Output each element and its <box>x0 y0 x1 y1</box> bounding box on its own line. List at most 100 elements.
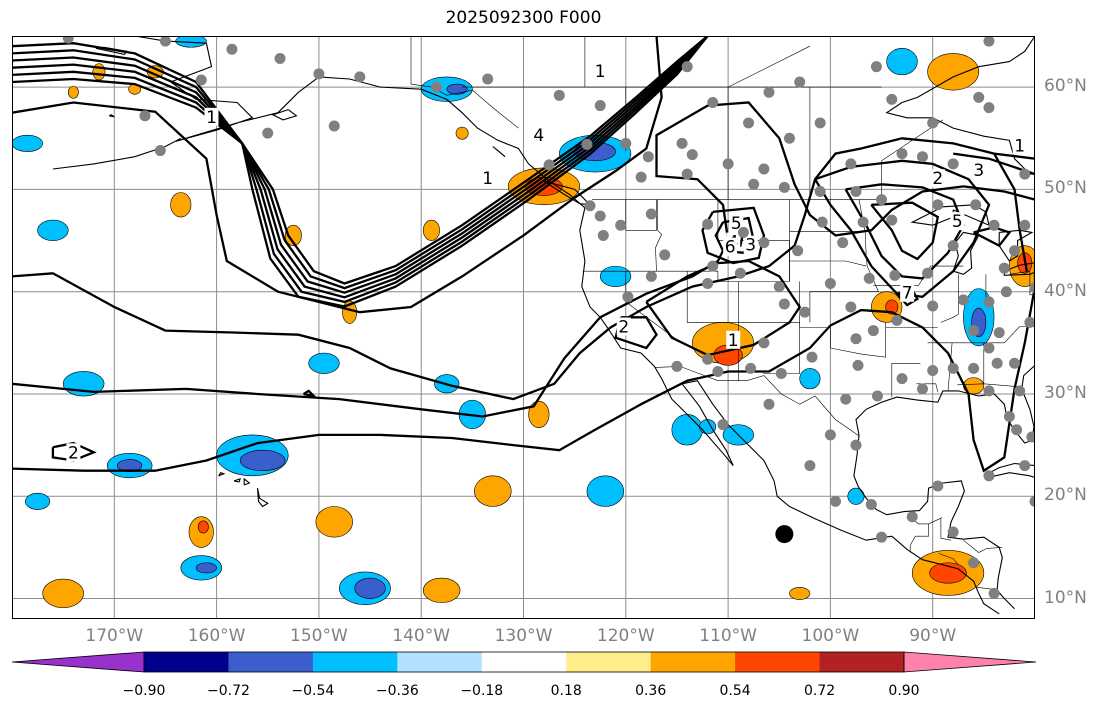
contour-line <box>814 159 991 299</box>
coastline-segment <box>1003 262 1035 276</box>
observation-point <box>659 249 671 261</box>
contour-label: 5 <box>952 212 963 232</box>
contour-line <box>614 316 658 350</box>
colorbar-tick-label: −0.36 <box>375 683 419 699</box>
observation-point <box>597 229 609 241</box>
border-segment <box>789 260 867 267</box>
observation-point <box>947 240 959 252</box>
colorbar-segment <box>228 652 314 672</box>
contour-label-bg <box>531 126 546 145</box>
observation-point <box>763 398 775 410</box>
observation-point <box>594 210 606 222</box>
contour-label: 1 <box>728 331 739 351</box>
contour-label-bg <box>204 107 219 126</box>
observation-point <box>806 351 818 363</box>
observation-point <box>824 429 836 441</box>
observation-point <box>973 91 985 103</box>
observation-point <box>830 495 842 507</box>
coastline-segment <box>853 434 1015 610</box>
map-panel: 2111112233445567 <box>12 36 1035 619</box>
contour-label: 1 <box>482 169 493 189</box>
anomaly-blob <box>789 586 811 600</box>
contour-label: 4 <box>533 126 544 146</box>
observation-point <box>154 145 166 157</box>
colorbar-segment <box>144 652 229 672</box>
observation-point <box>758 237 770 249</box>
observation-point <box>645 270 657 282</box>
contour-label-bg <box>480 169 495 188</box>
observation-point <box>553 89 565 101</box>
contour-line <box>12 261 1035 473</box>
contour-label: 6 <box>725 238 736 258</box>
colorbar-segment <box>312 652 398 672</box>
observation-point <box>702 353 714 365</box>
contour-line <box>973 226 1012 248</box>
observation-point <box>681 168 693 180</box>
contour-line <box>701 206 766 265</box>
contour-label-bg <box>593 61 608 80</box>
anomaly-blob <box>308 352 340 374</box>
anomaly-blob <box>422 577 461 603</box>
observation-point <box>354 71 366 83</box>
coastline-segment <box>271 109 298 121</box>
contour-label-bg <box>723 237 738 256</box>
observation-point <box>845 158 857 170</box>
border-segment <box>881 119 944 200</box>
observation-point <box>1024 316 1035 328</box>
observation-point <box>983 102 995 114</box>
border-segment <box>582 240 790 282</box>
contour-label-bg <box>950 212 965 231</box>
border-segment <box>909 523 929 553</box>
anomaly-blob <box>195 562 217 574</box>
latitude-label: 50°N <box>1044 178 1087 199</box>
observation-point <box>635 171 647 183</box>
contour-line <box>844 183 965 280</box>
contour-label-bg <box>930 169 945 188</box>
anomaly-blob <box>474 475 512 507</box>
observation-point <box>743 117 755 129</box>
observation-point <box>792 245 804 257</box>
observation-point <box>814 185 826 197</box>
observation-point <box>886 214 898 226</box>
observation-point <box>814 117 826 129</box>
contour-label-bg <box>616 317 631 336</box>
anomaly-blob <box>422 219 440 241</box>
longitude-label: 110°W <box>699 626 757 646</box>
observation-point <box>686 149 698 161</box>
colorbar-segment <box>735 652 821 672</box>
observation-point <box>804 460 816 472</box>
observation-point <box>642 151 654 163</box>
observation-point <box>947 158 959 170</box>
contour-label: 2 <box>68 443 79 463</box>
anomaly-blob <box>284 224 302 246</box>
observation-point <box>970 199 982 211</box>
observation-point <box>993 327 1005 339</box>
observation-point <box>1029 495 1035 507</box>
observation-point <box>867 325 879 337</box>
border-segment <box>940 518 952 541</box>
coastline-segment <box>983 462 1035 479</box>
observation-point <box>702 218 714 230</box>
colorbar-tick-label: 0.54 <box>719 683 751 699</box>
colorbar-segment <box>481 652 567 672</box>
observation-point <box>584 200 596 212</box>
contour-label: 2 <box>932 169 943 189</box>
contour-label-bg <box>1012 136 1027 155</box>
highlight-point <box>775 525 794 544</box>
contour-jet-line <box>12 36 709 290</box>
observation-point <box>857 216 869 228</box>
coastline-segment <box>134 36 1000 615</box>
contour-line <box>953 152 1035 176</box>
colorbar-tick-label: −0.72 <box>206 683 250 699</box>
observation-point <box>139 110 151 122</box>
longitude-label: 150°W <box>290 626 348 646</box>
coastline-segment <box>52 137 182 170</box>
observation-point <box>707 96 719 108</box>
observation-point <box>968 362 980 374</box>
coastline-segment <box>233 478 241 483</box>
anomaly-blob <box>599 265 632 287</box>
observation-point <box>482 73 494 85</box>
colorbar-tick-label: −0.18 <box>460 683 504 699</box>
observation-point <box>778 298 790 310</box>
observation-point <box>863 272 875 284</box>
